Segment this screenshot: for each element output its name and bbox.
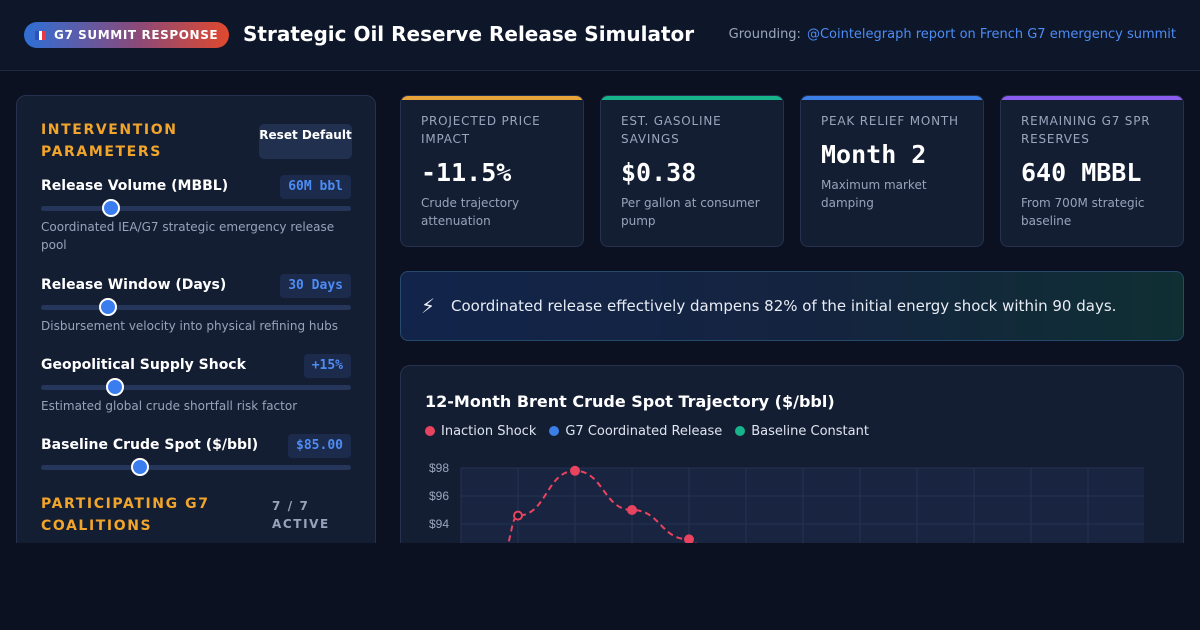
chart-title: 12-Month Brent Crude Spot Trajectory ($/… — [425, 392, 835, 411]
chart-panel: $98 $96 $94 12-Month Brent Crude Spot Traj… — [400, 365, 1184, 565]
kpi-subtext: Maximum market damping — [821, 178, 927, 210]
section-title-coalitions: PARTICIPATING G7 COALITIONS — [41, 496, 210, 534]
legend-dot-icon — [425, 426, 435, 436]
param-desc-release-window: Disbursement velocity into physical refi… — [41, 319, 339, 333]
y-tick-label: $94 — [429, 517, 449, 531]
kpi-card-price-impact: PROJECTED PRICE IMPACT -11.5% Crude traj… — [400, 95, 584, 247]
supply-shock-slider[interactable] — [41, 378, 351, 396]
data-point-inaction-shock[interactable] — [570, 465, 580, 476]
legend-item[interactable]: Baseline Constant — [735, 424, 869, 439]
kpi-card-remaining-reserves: REMAINING G7 SPR RESERVES 640 MBBL From … — [1000, 95, 1184, 247]
kpi-label: REMAINING G7 SPR RESERVES — [1021, 114, 1151, 146]
grounding-link[interactable]: @Cointelegraph report on French G7 emerg… — [806, 27, 1176, 42]
slider-knob[interactable] — [106, 378, 125, 396]
param-value-release-window: 30 Days — [280, 274, 351, 298]
baseline-spot-slider[interactable] — [41, 458, 351, 476]
param-label-release-volume: Release Volume (MBBL) — [41, 178, 229, 194]
summit-badge: G7 SUMMIT RESPONSE — [24, 22, 229, 48]
param-label-supply-shock: Geopolitical Supply Shock — [41, 357, 246, 373]
release-window-slider[interactable] — [41, 298, 351, 316]
kpi-value: Month 2 — [821, 140, 927, 169]
param-desc-supply-shock: Estimated global crude shortfall risk fa… — [41, 399, 298, 413]
reset-default-button[interactable]: Reset Default — [259, 124, 352, 159]
intervention-panel: INTERVENTION PARAMETERS Reset Default Re… — [16, 95, 376, 555]
badge-label: G7 SUMMIT RESPONSE — [54, 28, 219, 42]
slider-knob[interactable] — [131, 458, 150, 476]
slider-knob[interactable] — [98, 298, 117, 316]
legend-dot-icon — [549, 426, 560, 436]
legend-dot-icon — [735, 426, 746, 436]
data-point-inaction-shock[interactable] — [627, 505, 637, 515]
kpi-subtext: From 700M strategic baseline — [1021, 196, 1145, 228]
lightning-icon: ⚡ — [421, 294, 436, 318]
grounding-source: Grounding: @Cointelegraph report on Frenc… — [729, 27, 1176, 42]
legend-label: Baseline Constant — [751, 424, 869, 439]
kpi-value: -11.5% — [421, 158, 512, 187]
kpi-accent-bar — [1001, 96, 1183, 100]
param-label-baseline-spot: Baseline Crude Spot ($/bbl) — [41, 437, 259, 453]
param-desc-release-volume: Coordinated IEA/G7 strategic emergency r… — [41, 220, 335, 252]
kpi-subtext: Crude trajectory attenuation — [421, 196, 520, 228]
slider-knob[interactable] — [101, 199, 120, 217]
data-point-inaction-shock[interactable] — [513, 510, 523, 521]
kpi-accent-bar — [601, 96, 783, 100]
france-flag-icon — [35, 23, 46, 40]
kpi-subtext: Per gallon at consumer pump — [621, 196, 760, 228]
kpi-label: PROJECTED PRICE IMPACT — [421, 114, 541, 146]
kpi-card-peak-relief: PEAK RELIEF MONTH Month 2 Maximum market… — [800, 95, 984, 247]
insight-text: Coordinated release effectively dampens … — [451, 297, 1117, 315]
param-value-supply-shock: +15% — [303, 354, 351, 378]
chart-legend: Inaction Shock G7 Coordinated Release Base… — [425, 424, 882, 439]
y-tick-label: $98 — [429, 461, 449, 475]
kpi-card-gasoline-savings: EST. GASOLINE SAVINGS $0.38 Per gallon a… — [600, 95, 784, 247]
kpi-value: $0.38 — [621, 158, 697, 187]
page-title: Strategic Oil Reserve Release Simulator — [243, 22, 695, 46]
kpi-value: 640 MBBL — [1021, 158, 1142, 187]
page-bottom-fill — [0, 543, 1200, 630]
kpi-label: EST. GASOLINE SAVINGS — [621, 114, 722, 146]
section-title-intervention: INTERVENTION PARAMETERS — [41, 122, 178, 160]
legend-item[interactable]: G7 Coordinated Release — [549, 424, 722, 439]
kpi-accent-bar — [801, 96, 983, 100]
coalition-active-count: 7 / 7 ACTIVE — [272, 499, 330, 531]
legend-label: G7 Coordinated Release — [565, 424, 723, 439]
grounding-label: Grounding: — [728, 27, 801, 42]
app-header: G7 SUMMIT RESPONSE Strategic Oil Reserve… — [0, 0, 1200, 71]
kpi-accent-bar — [401, 96, 583, 100]
y-tick-label: $96 — [429, 489, 449, 503]
param-value-release-volume: 60M bbl — [280, 175, 351, 199]
release-volume-slider[interactable] — [41, 199, 351, 217]
param-label-release-window: Release Window (Days) — [41, 277, 227, 293]
insight-banner: ⚡ Coordinated release effectively dampen… — [400, 271, 1184, 341]
legend-label: Inaction Shock — [441, 424, 537, 439]
kpi-label: PEAK RELIEF MONTH — [821, 114, 959, 128]
legend-item[interactable]: Inaction Shock — [425, 424, 536, 439]
param-value-baseline-spot: $85.00 — [288, 434, 351, 458]
